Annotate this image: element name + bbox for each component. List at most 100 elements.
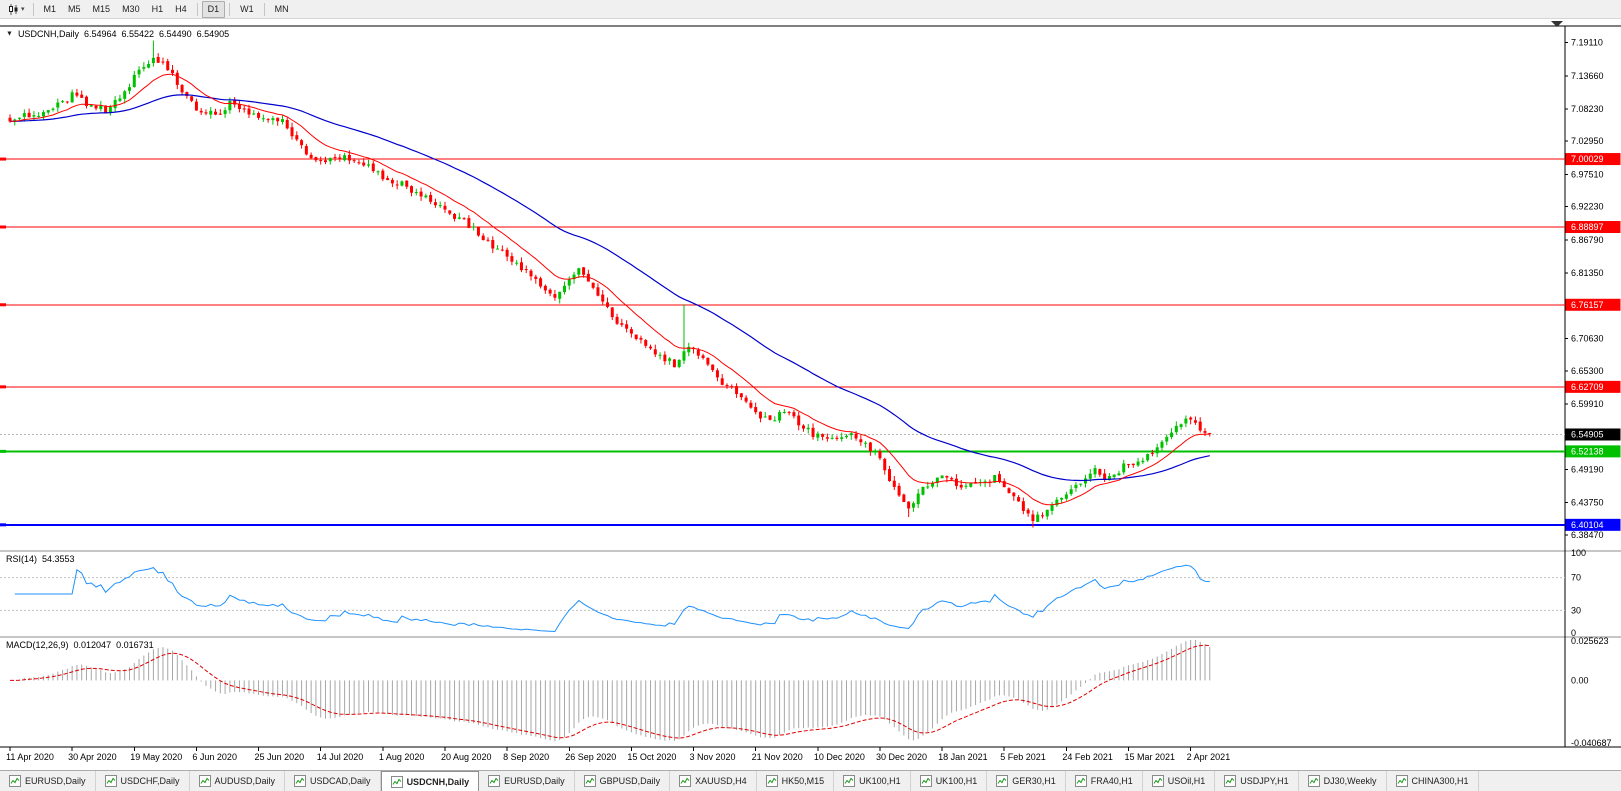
chart-tab-DJ30-Weekly[interactable]: DJ30,Weekly [1299, 771, 1387, 791]
chart-tab-label: UK100,H1 [859, 776, 901, 786]
chart-tab-icon [1074, 775, 1087, 787]
macd-indicator-label: MACD(12,26,9) 0.012047 0.016731 [6, 640, 154, 650]
chart-tab-EURUSD-Daily[interactable]: EURUSD,Daily [479, 771, 575, 791]
hline-price-badge [1565, 153, 1621, 166]
macd-name: MACD(12,26,9) [6, 640, 69, 650]
chart-tab-GBPUSD-Daily[interactable]: GBPUSD,Daily [575, 771, 671, 791]
chart-tab-icon [9, 775, 21, 787]
ohlc-close: 6.54905 [196, 29, 230, 39]
candlestick-chart-icon [9, 3, 18, 15]
chart-tab-label: EURUSD,Daily [504, 776, 565, 786]
price-axis-label: 7.19110 [1571, 38, 1603, 48]
timeframe-button-H4[interactable]: H4 [175, 4, 187, 14]
time-axis-label: 5 Feb 2021 [1000, 752, 1046, 762]
hline-price-badge [1565, 518, 1621, 531]
price-axis-label: 6.38470 [1571, 530, 1604, 540]
chart-tab-EURUSD-Daily[interactable]: EURUSD,Daily [0, 771, 96, 791]
macd-axis-label: 0.025623 [1571, 636, 1609, 646]
price-axis-label: 6.70630 [1571, 334, 1604, 344]
chart-tab-GER30-H1[interactable]: GER30,H1 [987, 771, 1066, 791]
time-axis-label: 19 May 2020 [130, 752, 182, 762]
chart-tab-USDCHF-Daily[interactable]: USDCHF,Daily [96, 771, 190, 791]
candlestick-plot[interactable] [8, 40, 1212, 528]
chart-shift-marker [1551, 21, 1563, 27]
chart-tab-USDJPY-H1[interactable]: USDJPY,H1 [1215, 771, 1299, 791]
time-axis-label: 15 Oct 2020 [627, 752, 676, 762]
chart-tab-icon [390, 775, 403, 788]
hline-price-badge [1565, 380, 1621, 393]
chart-tab-label: FRA40,H1 [1090, 776, 1133, 786]
chart-tab-label: USDCNH,Daily [406, 776, 470, 787]
chart-symbol-label: USDCNH,Daily [17, 29, 79, 39]
timeframe-button-M5[interactable]: M5 [68, 4, 81, 14]
timeframe-button-M30[interactable]: M30 [122, 4, 140, 14]
svg-text:6.40104: 6.40104 [1571, 520, 1604, 530]
time-axis-label: 11 Apr 2020 [6, 752, 54, 762]
chart-tab-UK100-H1[interactable]: UK100,H1 [911, 771, 988, 791]
timeframe-button-M15[interactable]: M15 [92, 4, 111, 14]
time-axis-label: 8 Sep 2020 [503, 752, 549, 762]
time-axis-label: 30 Dec 2020 [876, 752, 927, 762]
chart-tab-USDCAD-Daily[interactable]: USDCAD,Daily [285, 771, 381, 791]
rsi-panel [0, 564, 1565, 633]
macd-axis-label: -0.040687 [1571, 738, 1612, 748]
chart-tab-USOil-H1[interactable]: USOil,H1 [1143, 771, 1216, 791]
chart-tab-icon [1307, 775, 1320, 787]
price-axis-label: 6.49190 [1571, 464, 1604, 474]
timeframe-button-D1[interactable]: D1 [201, 0, 226, 18]
chart-tab-icon [1224, 775, 1237, 787]
chart-tab-label: XAUUSD,H4 [695, 776, 747, 786]
time-axis-label: 1 Aug 2020 [379, 752, 425, 762]
chart-tab-FRA40-H1[interactable]: FRA40,H1 [1066, 771, 1143, 791]
price-axis[interactable]: 7.19110 7.13660 7.08230 7.02950 6.97510 6.922… [1565, 38, 1621, 749]
ma-slow-line [9, 94, 1210, 482]
svg-text:6.62709: 6.62709 [1571, 382, 1604, 392]
toolbar-separator [263, 2, 265, 16]
chart-tab-label: USDCHF,Daily [120, 776, 180, 786]
time-axis[interactable]: 11 Apr 2020 30 Apr 2020 19 May 2020 6 Jun 2… [6, 747, 1230, 762]
chart-type-button[interactable]: ▾ [3, 1, 29, 18]
chart-tab-CHINA300-H1[interactable]: CHINA300,H1 [1387, 771, 1479, 791]
rsi-name: RSI(14) [6, 554, 38, 564]
horizontal-lines[interactable] [0, 157, 1565, 527]
timeframe-button-MN[interactable]: MN [274, 4, 289, 14]
timeframe-button-H1[interactable]: H1 [151, 4, 164, 14]
chart-tab-icon [488, 775, 501, 787]
time-axis-label: 10 Dec 2020 [814, 752, 865, 762]
chart-tab-UK100-H1[interactable]: UK100,H1 [834, 771, 911, 791]
ohlc-high: 6.55422 [121, 29, 155, 39]
ohlc-open: 6.54964 [83, 29, 117, 39]
hline-price-badge [1565, 445, 1621, 458]
chart-window[interactable]: 7.19110 7.13660 7.08230 7.02950 6.97510 6.922… [0, 19, 1621, 770]
chart-tab-icon [919, 775, 932, 787]
hline-left-handle [0, 225, 6, 229]
chart-tab-AUDUSD-Daily[interactable]: AUDUSD,Daily [190, 771, 286, 791]
chart-tab-HK50-M15[interactable]: HK50,M15 [757, 771, 835, 791]
current-price-badge [1565, 428, 1621, 441]
hline-left-handle [0, 385, 6, 389]
time-axis-label: 18 Jan 2021 [938, 752, 988, 762]
rsi-line [14, 564, 1210, 633]
chart-tab-icon [765, 775, 778, 787]
chart-tab-label: EURUSD,Daily [25, 776, 86, 786]
price-axis-label: 6.43750 [1571, 498, 1604, 508]
price-axis-label: 6.59910 [1571, 399, 1604, 409]
chart-tab-XAUUSD-H4[interactable]: XAUUSD,H4 [670, 771, 757, 791]
chart-chrome [0, 21, 1621, 748]
price-axis-label: 6.86790 [1571, 235, 1604, 245]
chart-tab-label: USOil,H1 [1167, 776, 1206, 786]
time-axis-label: 30 Apr 2020 [68, 752, 117, 762]
timeframe-toolbar-buttons: M1 M5 M15 M30 H1 H4 D1 W1 MN [38, 0, 295, 18]
timeframe-button-M1[interactable]: M1 [43, 4, 57, 14]
price-axis-label: 6.81350 [1571, 268, 1604, 278]
hline-left-handle [0, 523, 6, 527]
chart-tab-icon [294, 775, 307, 787]
hline-price-badge [1565, 221, 1621, 234]
time-axis-label: 6 Jun 2020 [192, 752, 237, 762]
chart-tab-icon [583, 775, 596, 787]
chart-tab-label: HK50,M15 [781, 776, 825, 786]
chart-tab-label: CHINA300,H1 [1411, 776, 1469, 786]
rsi-axis-label: 70 [1571, 573, 1581, 583]
timeframe-button-W1[interactable]: W1 [240, 4, 254, 14]
chart-tab-USDCNH-Daily[interactable]: USDCNH,Daily [380, 771, 480, 791]
